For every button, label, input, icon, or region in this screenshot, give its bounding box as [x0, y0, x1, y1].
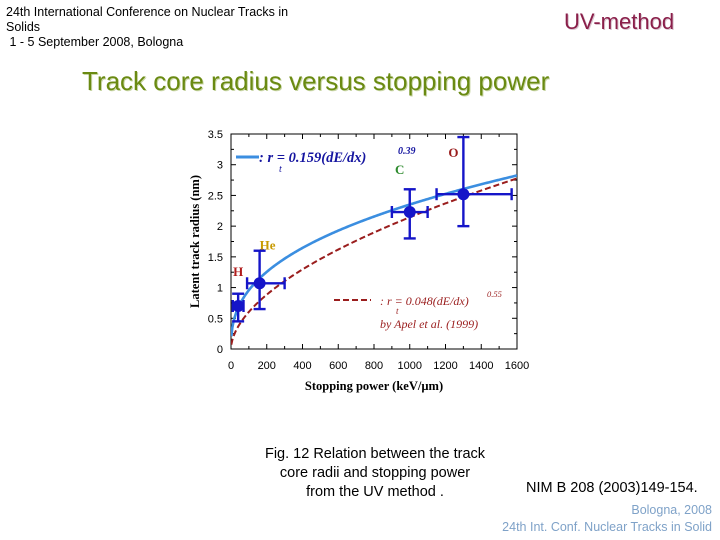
y-tick-label: 2.5: [208, 190, 223, 202]
x-tick-label: 200: [258, 360, 276, 372]
x-tick-label: 1200: [433, 360, 457, 372]
conference-info: 24th International Conference on Nuclear…: [6, 5, 346, 50]
data-point-o: O: [435, 135, 513, 228]
x-tick-label: 400: [293, 360, 311, 372]
data-point-c: C: [390, 162, 429, 240]
caption-line-2: core radii and stopping power: [279, 465, 471, 481]
point-label-he: He: [260, 237, 276, 252]
x-tick-label: 1400: [469, 360, 493, 372]
footer-line-1: Bologna, 2008: [631, 503, 712, 517]
y-tick-label: 0.5: [208, 313, 223, 325]
data-marker: [232, 300, 245, 312]
x-tick-label: 1000: [398, 360, 422, 372]
data-marker: [403, 206, 416, 219]
y-tick-label: 3: [217, 160, 223, 172]
legend-note-dashed: by Apel et al. (1999): [380, 317, 478, 331]
fit-curve-present: [231, 174, 517, 337]
conference-line-3: 1 - 5 September 2008, Bologna: [6, 35, 184, 49]
y-tick-label: 0: [217, 344, 223, 356]
conference-line-1: 24th International Conference on Nuclear…: [6, 5, 289, 19]
y-tick-label: 2: [217, 221, 223, 233]
footer-line-2: 24th Int. Conf. Nuclear Tracks in Solid: [502, 520, 712, 534]
caption-line-1: Fig. 12 Relation between the track: [264, 446, 486, 462]
legend-formula-solid: : r = 0.159(dE/dx): [259, 150, 366, 166]
legend-formula-dashed: : r = 0.048(dE/dx): [380, 294, 469, 308]
legend-subscript-solid: t: [279, 164, 282, 175]
legend-subscript-dashed: t: [396, 306, 399, 316]
caption-line-3: from the UV method .: [306, 484, 444, 500]
point-label-h: H: [233, 264, 243, 279]
y-tick-label: 3.5: [208, 129, 223, 141]
method-label: UV-method: [564, 9, 675, 34]
legend-exponent-dashed: 0.55: [487, 289, 502, 299]
point-label-c: C: [395, 162, 404, 177]
x-axis-label: Stopping power (keV/µm): [305, 379, 443, 393]
point-label-o: O: [448, 145, 458, 160]
y-tick-label: 1: [217, 283, 223, 295]
data-point-he: He: [245, 237, 286, 311]
x-tick-label: 1600: [505, 360, 529, 372]
footer: Bologna, 2008 24th Int. Conf. Nuclear Tr…: [502, 502, 712, 536]
x-tick-label: 800: [365, 360, 383, 372]
data-marker: [457, 188, 470, 201]
slide-title: Track core radius versus stopping power: [82, 66, 550, 96]
data-marker: [253, 277, 266, 290]
x-tick-label: 0: [228, 360, 234, 372]
y-axis-label: Latent track radius (nm): [188, 175, 202, 308]
y-tick-label: 1.5: [208, 252, 223, 264]
figure-caption: Fig. 12 Relation between the track core …: [250, 445, 500, 502]
reference: NIM B 208 (2003)149-154.: [526, 480, 698, 496]
legend-exponent-solid: 0.39: [398, 146, 416, 157]
data-point-h: H: [231, 264, 245, 323]
x-tick-label: 600: [329, 360, 347, 372]
conference-line-2: Solids: [6, 20, 41, 34]
